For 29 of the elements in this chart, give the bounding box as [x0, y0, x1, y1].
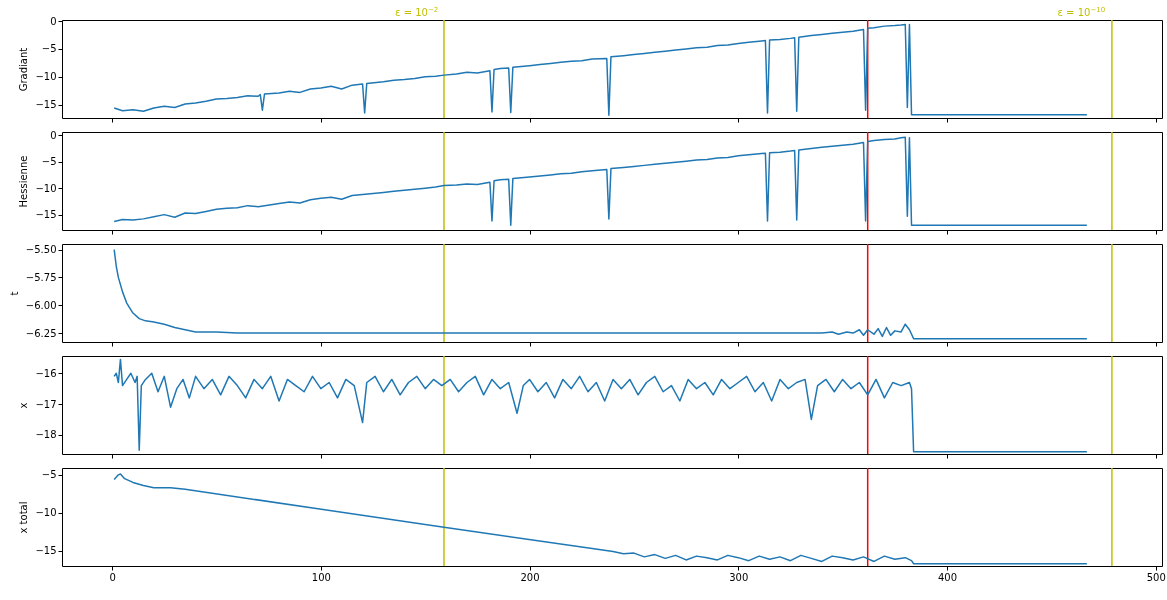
y-tick-label: −5.50	[25, 244, 57, 256]
x-tick-label: 100	[311, 571, 331, 583]
x-tick-label: 400	[937, 571, 958, 583]
y-tick-label: −5	[41, 469, 57, 481]
y-tick-label: −16	[35, 367, 57, 379]
y-tick-label: −18	[35, 429, 57, 441]
y-tick-label: −10	[35, 182, 57, 194]
y-tick-label: −6.25	[25, 327, 57, 339]
y-axis-title: t	[8, 291, 20, 296]
y-axis-title: x total	[18, 501, 30, 534]
y-tick-label: −5.75	[25, 271, 57, 283]
y-tick-label: −15	[35, 209, 57, 221]
y-tick-label: −10	[35, 507, 57, 519]
y-tick-label: −10	[35, 71, 57, 83]
y-axis-title: Hessienne	[18, 155, 30, 208]
y-tick-label: −5	[41, 43, 57, 55]
x-tick-label: 0	[109, 571, 116, 583]
x-tick-label: 500	[1146, 571, 1166, 583]
x-tick-label: 200	[520, 571, 540, 583]
y-tick-label: 0	[50, 15, 57, 27]
y-tick-label: −6.00	[25, 299, 57, 311]
y-tick-label: −15	[35, 545, 57, 557]
y-axis-title: x	[18, 402, 30, 409]
y-tick-label: −5	[41, 156, 57, 168]
x-tick-label: 300	[729, 571, 749, 583]
y-tick-label: 0	[50, 129, 57, 141]
y-tick-label: −17	[35, 398, 57, 410]
y-axis-title: Gradiant	[18, 47, 30, 92]
y-tick-label: −15	[35, 99, 57, 111]
